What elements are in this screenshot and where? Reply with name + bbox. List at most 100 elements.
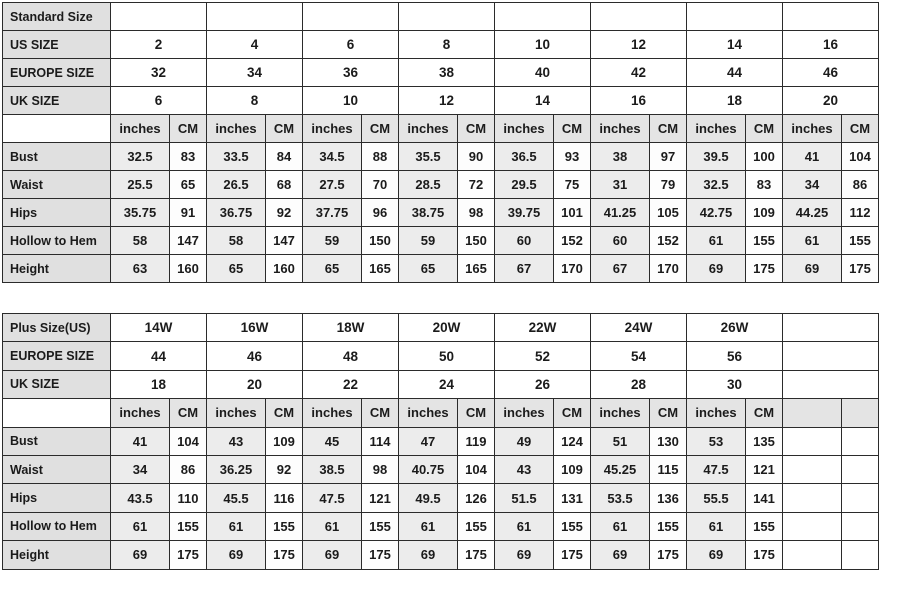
size-value-cell: 8	[398, 30, 495, 59]
size-value-cell: 38	[398, 58, 495, 87]
cm-value-cell: 175	[553, 540, 591, 570]
inches-value-cell: 59	[398, 226, 458, 255]
cm-header-cell: CM	[649, 398, 687, 428]
size-value-cell: 52	[494, 341, 591, 371]
cm-value-cell: 165	[457, 254, 495, 283]
cm-value-cell	[841, 454, 879, 485]
measurement-label: Hips	[2, 483, 111, 513]
standard-size-table: Standard Size US SIZE 2 4 6 8 10 12 14 16 EUROPE S…	[2, 2, 879, 283]
cm-value-cell: 109	[553, 454, 591, 485]
inches-value-cell: 41.25	[590, 198, 650, 227]
cm-value-cell: 96	[361, 198, 399, 227]
cm-value-cell: 124	[553, 426, 591, 456]
inches-value-cell: 38	[590, 142, 650, 171]
inches-header-cell: inches	[686, 398, 746, 428]
cm-value-cell: 98	[361, 454, 399, 485]
inches-value-cell: 42.75	[686, 198, 746, 227]
inches-value-cell: 33.5	[206, 142, 266, 171]
cm-value-cell: 131	[553, 483, 591, 513]
size-value-cell: 22	[302, 369, 399, 400]
inches-value-cell: 49.5	[398, 483, 458, 513]
size-value-cell: 42	[590, 58, 687, 87]
inches-header-cell: inches	[494, 398, 554, 428]
inches-value-cell: 61	[110, 511, 170, 542]
inches-value-cell: 25.5	[110, 170, 170, 199]
inches-value-cell: 43.5	[110, 483, 170, 513]
cm-value-cell: 121	[361, 483, 399, 513]
size-value-cell	[110, 2, 207, 31]
measurement-row: Bust 41 104 43 109 45 114 47 119 49 124 51 130 53 135	[2, 426, 879, 456]
inches-value-cell: 39.75	[494, 198, 554, 227]
inches-value-cell: 61	[686, 226, 746, 255]
size-value-cell	[206, 2, 303, 31]
size-value-cell: 36	[302, 58, 399, 87]
size-value-cell	[494, 2, 591, 31]
size-value-cell: 10	[494, 30, 591, 59]
cm-header-cell: CM	[457, 114, 495, 143]
inches-value-cell: 37.75	[302, 198, 362, 227]
inches-value-cell: 69	[398, 540, 458, 570]
cm-value-cell	[841, 483, 879, 513]
inches-value-cell: 34	[782, 170, 842, 199]
cm-header-cell: CM	[361, 114, 399, 143]
cm-value-cell: 70	[361, 170, 399, 199]
cm-header-cell: CM	[265, 114, 303, 143]
inches-value-cell: 51	[590, 426, 650, 456]
inches-value-cell: 61	[398, 511, 458, 542]
inches-value-cell: 67	[494, 254, 554, 283]
cm-value-cell: 155	[265, 511, 303, 542]
cm-value-cell: 83	[745, 170, 783, 199]
inches-value-cell: 69	[686, 540, 746, 570]
inches-header-cell: inches	[398, 398, 458, 428]
cm-value-cell: 112	[841, 198, 879, 227]
inches-header-cell: inches	[302, 398, 362, 428]
header-row: Standard Size	[2, 2, 879, 31]
cm-header-cell: CM	[265, 398, 303, 428]
inches-value-cell: 60	[494, 226, 554, 255]
inches-header-cell: inches	[590, 398, 650, 428]
inches-value-cell: 44.25	[782, 198, 842, 227]
size-value-cell: 30	[686, 369, 783, 400]
measurement-row: Hips 43.5 110 45.5 116 47.5 121 49.5 126 51.5 131 5…	[2, 483, 879, 513]
cm-value-cell: 147	[265, 226, 303, 255]
cm-value-cell: 101	[553, 198, 591, 227]
inches-value-cell: 36.75	[206, 198, 266, 227]
inches-value-cell: 63	[110, 254, 170, 283]
inches-value-cell	[782, 454, 842, 485]
cm-value-cell: 152	[553, 226, 591, 255]
size-value-cell: 20	[206, 369, 303, 400]
inches-value-cell: 32.5	[110, 142, 170, 171]
inches-header-cell: inches	[302, 114, 362, 143]
cm-value-cell: 150	[361, 226, 399, 255]
size-value-cell	[782, 341, 879, 371]
size-value-cell: 40	[494, 58, 591, 87]
inches-value-cell: 40.75	[398, 454, 458, 485]
cm-value-cell: 116	[265, 483, 303, 513]
size-value-cell	[302, 2, 399, 31]
measurement-label: Bust	[2, 426, 111, 456]
cm-header-cell: CM	[553, 114, 591, 143]
cm-value-cell: 175	[265, 540, 303, 570]
row-label: UK SIZE	[2, 369, 111, 400]
cm-value-cell: 86	[841, 170, 879, 199]
size-value-cell: 54	[590, 341, 687, 371]
cm-value-cell: 126	[457, 483, 495, 513]
measurement-row: Hollow to Hem 61 155 61 155 61 155 61 155 61 155 61…	[2, 511, 879, 542]
inches-value-cell: 61	[782, 226, 842, 255]
cm-header-cell	[841, 398, 879, 428]
cm-value-cell: 175	[745, 254, 783, 283]
inches-header-cell: inches	[590, 114, 650, 143]
size-value-cell: 50	[398, 341, 495, 371]
cm-value-cell: 104	[169, 426, 207, 456]
header-row: US SIZE 2 4 6 8 10 12 14 16	[2, 30, 879, 59]
size-value-cell: 44	[110, 341, 207, 371]
measurement-row: Hips 35.75 91 36.75 92 37.75 96 38.75 98 39.75 101…	[2, 198, 879, 227]
cm-value-cell: 136	[649, 483, 687, 513]
size-value-cell	[782, 369, 879, 400]
cm-value-cell: 104	[841, 142, 879, 171]
cm-header-cell: CM	[169, 114, 207, 143]
inches-value-cell: 41	[110, 426, 170, 456]
measurement-row: Waist 25.5 65 26.5 68 27.5 70 28.5 72 29.5 75 31 79 3…	[2, 170, 879, 199]
cm-value-cell: 90	[457, 142, 495, 171]
